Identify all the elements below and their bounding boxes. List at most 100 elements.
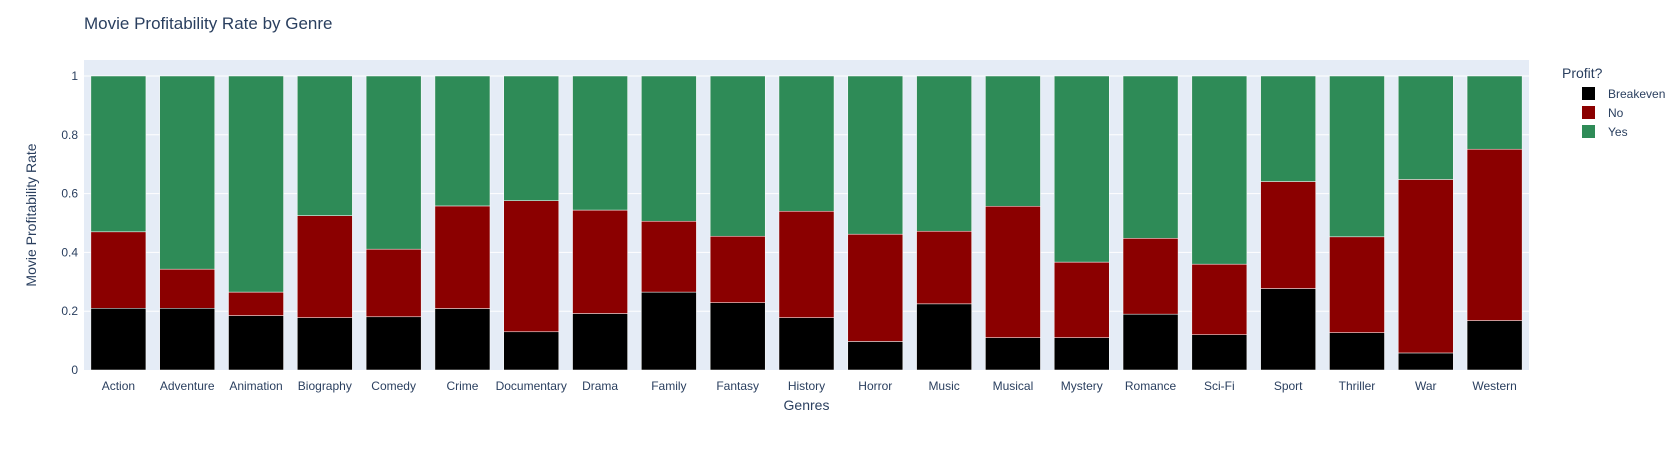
y-tick-label: 0 — [71, 363, 78, 377]
bar-segment-no — [159, 268, 215, 309]
x-tick-label: War — [1415, 379, 1437, 393]
bar-segment-breakeven — [572, 313, 628, 371]
bar-segment-no — [916, 230, 972, 305]
bar-segment-yes — [159, 75, 215, 270]
bar-segment-breakeven — [778, 317, 835, 371]
bar-segment-no — [1398, 179, 1454, 354]
x-tick-label: Action — [102, 379, 135, 393]
bar-segment-yes — [778, 75, 835, 212]
x-tick-label: Thriller — [1339, 379, 1376, 393]
bar-segment-breakeven — [1466, 320, 1523, 371]
y-tick-labels: 0 0.2 0.4 0.6 0.8 1 — [61, 69, 78, 377]
bar-segment-breakeven — [434, 308, 491, 371]
bar-segment-yes — [90, 75, 147, 233]
legend-swatch — [1582, 87, 1595, 100]
bar-segment-breakeven — [916, 303, 972, 371]
legend-swatch — [1582, 106, 1595, 119]
bar-segment-no — [365, 248, 422, 318]
bar-segment-no — [1053, 261, 1110, 338]
y-axis-title: Movie Profitability Rate — [23, 143, 39, 286]
bar-segment-no — [297, 215, 353, 318]
bar-segment-breakeven — [641, 291, 697, 371]
y-tick-label: 0.2 — [61, 304, 78, 318]
bar-segment-yes — [1122, 75, 1179, 239]
x-tick-labels: Action Adventure Animation Biography Comedy C… — [102, 379, 1517, 393]
x-tick-label: Comedy — [371, 379, 416, 393]
x-tick-label: Horror — [858, 379, 892, 393]
x-tick-label: Drama — [582, 379, 618, 393]
x-tick-label: Sport — [1274, 379, 1303, 393]
x-tick-label: Romance — [1125, 379, 1177, 393]
bar-segment-no — [1122, 238, 1179, 315]
bar-segment-breakeven — [365, 316, 422, 371]
x-tick-label: Crime — [446, 379, 478, 393]
bar-segment-yes — [1398, 75, 1454, 180]
bar-segment-yes — [503, 75, 560, 201]
legend-label: No — [1608, 106, 1624, 120]
bar-segment-breakeven — [1329, 332, 1385, 371]
bar-segment-no — [641, 220, 697, 293]
bar-segment-yes — [641, 75, 697, 222]
legend-label: Breakeven — [1608, 87, 1665, 101]
bar-segment-no — [503, 200, 560, 333]
bar-segment-breakeven — [228, 315, 284, 371]
bar-segment-no — [90, 231, 147, 309]
bar-segment-no — [228, 291, 284, 316]
bar-segment-yes — [1466, 75, 1523, 150]
bar-segment-no — [778, 210, 835, 318]
legend-swatch — [1582, 125, 1595, 138]
bar-segment-breakeven — [1260, 288, 1316, 371]
bar-segment-yes — [297, 75, 353, 216]
bar-segment-breakeven — [90, 308, 147, 371]
bar-segment-breakeven — [503, 331, 560, 371]
bar-segment-yes — [572, 75, 628, 211]
legend: Profit? Breakeven No Yes — [1562, 65, 1665, 139]
x-tick-label: Musical — [993, 379, 1034, 393]
bar-segment-breakeven — [297, 317, 353, 371]
bar-segment-yes — [1329, 75, 1385, 238]
bar-segment-yes — [847, 75, 904, 235]
legend-label: Yes — [1608, 125, 1628, 139]
y-tick-label: 0.8 — [61, 128, 78, 142]
bar-segment-breakeven — [847, 341, 904, 371]
x-tick-label: Biography — [298, 379, 352, 393]
bar-segment-breakeven — [1053, 337, 1110, 371]
bar-segment-yes — [365, 75, 422, 250]
bar-segment-no — [1329, 236, 1385, 333]
y-tick-label: 0.4 — [61, 245, 78, 259]
bar-segment-breakeven — [1191, 334, 1248, 371]
x-tick-label: Mystery — [1061, 379, 1103, 393]
bar-segment-breakeven — [985, 337, 1041, 371]
x-tick-label: Western — [1472, 379, 1516, 393]
bar-segment-no — [434, 205, 491, 309]
bar-segment-yes — [916, 75, 972, 232]
x-axis-title: Genres — [784, 397, 830, 413]
x-tick-label: Adventure — [160, 379, 215, 393]
bar-segment-no — [709, 235, 766, 303]
bar-segment-breakeven — [709, 302, 766, 371]
bar-segment-yes — [1191, 75, 1248, 265]
bar-segment-yes — [985, 75, 1041, 207]
bar-segment-no — [1466, 148, 1523, 321]
x-tick-label: Family — [651, 379, 686, 393]
bar-segment-yes — [1053, 75, 1110, 263]
bar-segment-yes — [1260, 75, 1316, 182]
bar-segment-breakeven — [1398, 352, 1454, 371]
x-tick-label: Fantasy — [716, 379, 759, 393]
bar-segment-breakeven — [159, 308, 215, 371]
bar-segment-yes — [228, 75, 284, 293]
bar-segment-yes — [709, 75, 766, 237]
legend-title: Profit? — [1562, 65, 1603, 81]
bar-segment-no — [847, 233, 904, 342]
chart-title: Movie Profitability Rate by Genre — [84, 14, 333, 33]
bar-segment-no — [985, 205, 1041, 338]
bar-segment-no — [1260, 181, 1316, 289]
bars — [90, 75, 1523, 371]
x-tick-label: Documentary — [496, 379, 567, 393]
y-tick-label: 1 — [71, 69, 78, 83]
x-tick-label: History — [788, 379, 825, 393]
y-tick-label: 0.6 — [61, 187, 78, 201]
x-tick-label: Music — [928, 379, 959, 393]
bar-segment-yes — [434, 75, 491, 207]
